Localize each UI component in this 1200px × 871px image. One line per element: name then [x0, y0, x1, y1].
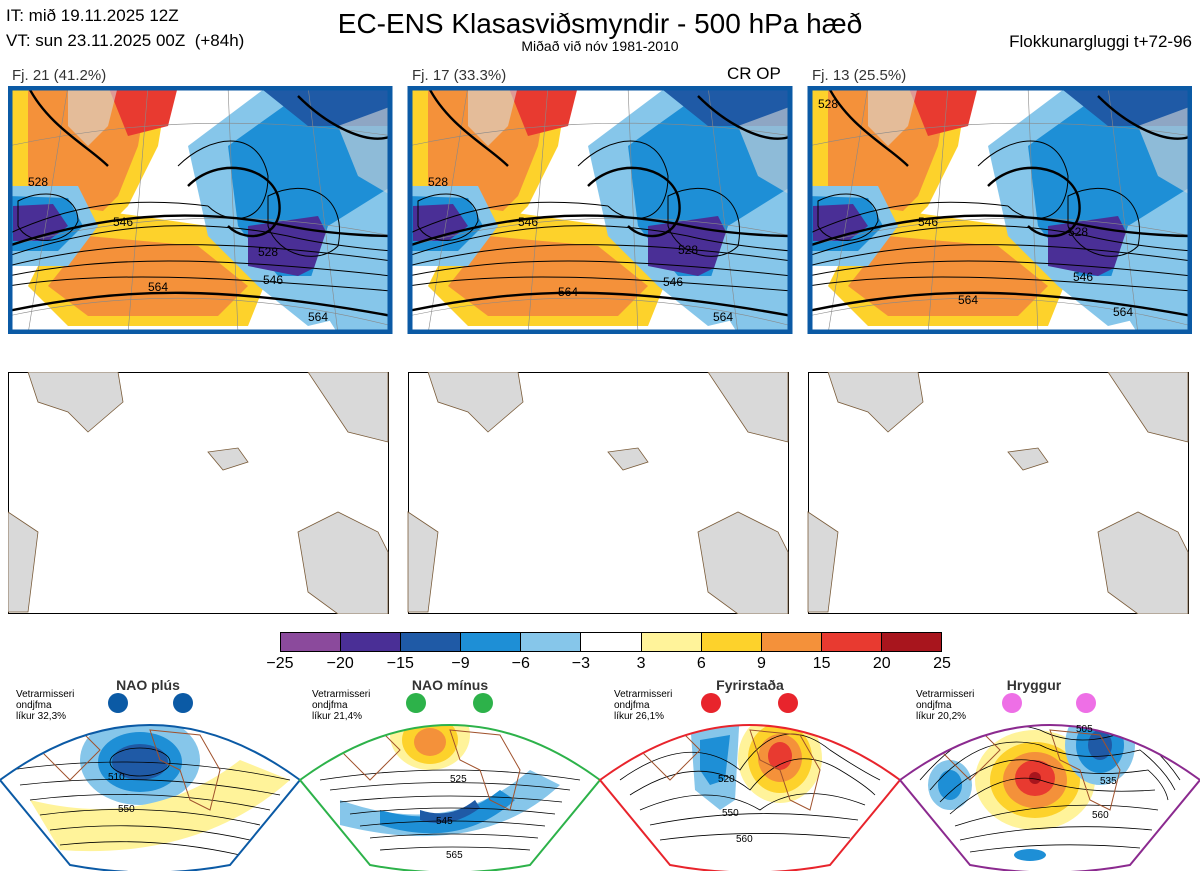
cluster-1-label: Fj. 21 (41.2%) — [12, 67, 107, 84]
regime-1-dot — [173, 693, 193, 713]
contour-label: 520 — [718, 774, 735, 785]
colorbar-tick: −9 — [451, 655, 470, 672]
regime-3-dot — [701, 693, 721, 713]
contour-label: 528 — [258, 245, 278, 259]
regime-4-dot — [1002, 693, 1022, 713]
page-title: EC-ENS Klasasviðsmyndir - 500 hPa hæð — [337, 8, 863, 39]
contour-label: 546 — [263, 273, 283, 287]
colorbar-tick: 9 — [757, 655, 766, 672]
contour-label: 564 — [558, 285, 578, 299]
contour-label: 564 — [958, 293, 978, 307]
cluster-2-tag: CR OP — [727, 64, 781, 83]
contour-label: 546 — [1073, 270, 1093, 284]
contour-label: 545 — [436, 816, 453, 827]
contour-label: 560 — [1092, 810, 1109, 821]
regime-map-nao-minus: 525 545 565 — [298, 693, 602, 871]
colorbar-segment — [401, 633, 462, 651]
contour-label: 546 — [113, 215, 133, 229]
empty-map-1 — [8, 372, 389, 614]
contour-label: 550 — [118, 804, 135, 815]
regime-map-nao-plus: 510 550 — [0, 693, 302, 871]
regime-maps: 510 550 525 545 565 — [0, 693, 1200, 871]
cluster-2-label: Fj. 17 (33.3%) — [412, 67, 507, 84]
regime-3-title: Fyrirstaða — [716, 677, 784, 693]
regime-3-info: Vetrarmisseri ondjfma líkur 26,1% — [614, 689, 673, 722]
regime-4-info: Vetrarmisseri ondjfma líkur 20,2% — [916, 689, 975, 722]
contour-label: 535 — [1100, 776, 1117, 787]
empty-map-3 — [807, 372, 1189, 614]
contour-label: 564 — [713, 310, 733, 324]
contour-label: 564 — [148, 280, 168, 294]
contour-label: 528 — [1068, 225, 1088, 239]
contour-label: 550 — [722, 808, 739, 819]
colorbar-tick: 15 — [812, 655, 831, 672]
colorbar-segment — [581, 633, 642, 651]
classification-window: Flokkunargluggi t+72-96 — [1009, 32, 1192, 51]
contour-label: 528 — [28, 175, 48, 189]
contour-label: 564 — [308, 310, 328, 324]
contour-label: 546 — [663, 275, 683, 289]
regime-map-ridge: 505 535 560 — [898, 693, 1200, 871]
colorbar-segment — [761, 633, 822, 651]
colorbar-segment — [461, 633, 522, 651]
contour-label: 528 — [678, 243, 698, 257]
regime-3-dot — [778, 693, 798, 713]
colorbar-tick: −3 — [571, 655, 591, 672]
page-subtitle: Miðað við nóv 1981-2010 — [521, 38, 679, 54]
regime-2-info: Vetrarmisseri ondjfma líkur 21,4% — [312, 689, 371, 722]
colorbar-segment — [821, 633, 882, 651]
contour-label: 510 — [108, 772, 125, 783]
empty-maps — [8, 372, 1189, 614]
contour-label: 565 — [446, 850, 463, 861]
regime-4-title: Hryggur — [1006, 677, 1062, 693]
colorbar-segment — [701, 633, 762, 651]
contour-label: 528 — [428, 175, 448, 189]
regime-1-title: NAO plús — [116, 677, 180, 693]
anomaly-colorbar — [280, 632, 942, 652]
colorbar-segment — [341, 633, 402, 651]
colorbar-tick: −15 — [386, 655, 414, 672]
colorbar-tick: −20 — [326, 655, 354, 672]
regime-4-dot — [1076, 693, 1096, 713]
empty-map-2 — [407, 372, 789, 614]
cluster-3-label: Fj. 13 (25.5%) — [812, 67, 907, 84]
contour-label: 564 — [1113, 305, 1133, 319]
colorbar-tick: −6 — [511, 655, 530, 672]
contour-label: 546 — [518, 215, 538, 229]
colorbar-tick: 6 — [696, 655, 706, 672]
cluster-map-3: 546 564 564 546 528 528 — [807, 86, 1192, 334]
contour-label: 546 — [918, 215, 938, 229]
regime-1-dot — [108, 693, 128, 713]
contour-label: 505 — [1076, 724, 1093, 735]
regime-map-blocking: 520 550 560 — [598, 693, 902, 871]
colorbar-segment — [521, 633, 582, 651]
regime-2-title: NAO mínus — [411, 677, 489, 693]
init-time: IT: mið 19.11.2025 12Z — [6, 6, 179, 25]
contour-label: 525 — [450, 774, 467, 785]
colorbar-segment — [881, 633, 942, 651]
cluster-maps: 564 564 546 528 528 546 546 564 564 546 … — [8, 86, 1192, 334]
regime-1-info: Vetrarmisseri ondjfma líkur 32,3% — [16, 689, 75, 722]
regime-2-dot — [406, 693, 426, 713]
colorbar-tick: 3 — [636, 655, 646, 672]
colorbar-tick: 20 — [872, 655, 891, 672]
colorbar-segment — [641, 633, 702, 651]
colorbar-tick: −25 — [266, 655, 294, 672]
colorbar-segment — [281, 633, 342, 651]
valid-time: VT: sun 23.11.2025 00Z (+84h) — [6, 31, 245, 50]
contour-label: 560 — [736, 834, 753, 845]
contour-label: 528 — [818, 97, 838, 111]
cluster-map-1: 564 564 546 528 528 546 — [8, 86, 393, 334]
colorbar-tick: 25 — [933, 655, 951, 672]
regime-2-dot — [473, 693, 493, 713]
cluster-map-2: 546 564 564 546 528 528 — [407, 86, 793, 334]
